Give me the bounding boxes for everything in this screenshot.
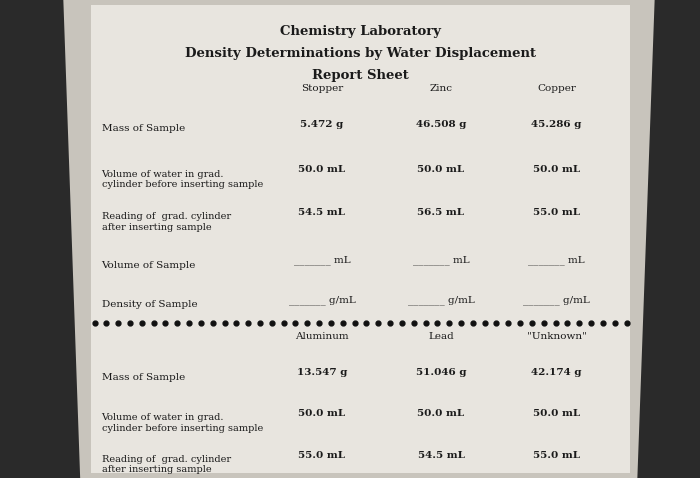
Text: Reading of  grad. cylinder
after inserting sample: Reading of grad. cylinder after insertin… [102,212,230,232]
Text: 55.0 mL: 55.0 mL [298,451,346,459]
Text: 51.046 g: 51.046 g [416,369,466,377]
Text: "Unknown": "Unknown" [526,333,587,341]
Text: 55.0 mL: 55.0 mL [533,208,580,217]
Text: _______ g/mL: _______ g/mL [407,295,475,304]
Text: _______ g/mL: _______ g/mL [523,295,590,304]
Text: 50.0 mL: 50.0 mL [417,409,465,418]
Text: 54.5 mL: 54.5 mL [417,451,465,459]
Text: 50.0 mL: 50.0 mL [298,165,346,174]
Text: 50.0 mL: 50.0 mL [533,409,580,418]
Polygon shape [0,0,80,478]
Text: Lead: Lead [428,333,454,341]
Text: Aluminum: Aluminum [295,333,349,341]
Text: Chemistry Laboratory: Chemistry Laboratory [280,24,441,38]
Text: 13.547 g: 13.547 g [297,369,347,377]
Text: Volume of water in grad.
cylinder before inserting sample: Volume of water in grad. cylinder before… [102,413,262,433]
Text: 55.0 mL: 55.0 mL [533,451,580,459]
Text: 50.0 mL: 50.0 mL [533,165,580,174]
Text: _______ mL: _______ mL [413,256,469,265]
Text: Zinc: Zinc [430,84,452,93]
Text: _______ g/mL: _______ g/mL [288,295,356,304]
Text: Volume of water in grad.
cylinder before inserting sample: Volume of water in grad. cylinder before… [102,170,262,189]
Text: 50.0 mL: 50.0 mL [298,409,346,418]
Text: _______ mL: _______ mL [528,256,584,265]
Text: 45.286 g: 45.286 g [531,120,582,129]
Text: Mass of Sample: Mass of Sample [102,124,185,133]
Text: _______ mL: _______ mL [294,256,350,265]
Text: 42.174 g: 42.174 g [531,369,582,377]
Text: 54.5 mL: 54.5 mL [298,208,346,217]
Text: Copper: Copper [537,84,576,93]
Text: Density of Sample: Density of Sample [102,300,197,309]
Text: 50.0 mL: 50.0 mL [417,165,465,174]
Text: Volume of Sample: Volume of Sample [102,261,196,270]
Text: 46.508 g: 46.508 g [416,120,466,129]
FancyBboxPatch shape [91,5,630,473]
Text: 5.472 g: 5.472 g [300,120,344,129]
Text: Stopper: Stopper [301,84,343,93]
Text: 56.5 mL: 56.5 mL [417,208,465,217]
Polygon shape [637,0,700,478]
Text: Mass of Sample: Mass of Sample [102,373,185,382]
Text: Density Determinations by Water Displacement: Density Determinations by Water Displace… [185,47,536,60]
Text: Report Sheet: Report Sheet [312,68,409,82]
Text: Reading of  grad. cylinder
after inserting sample: Reading of grad. cylinder after insertin… [102,455,230,475]
